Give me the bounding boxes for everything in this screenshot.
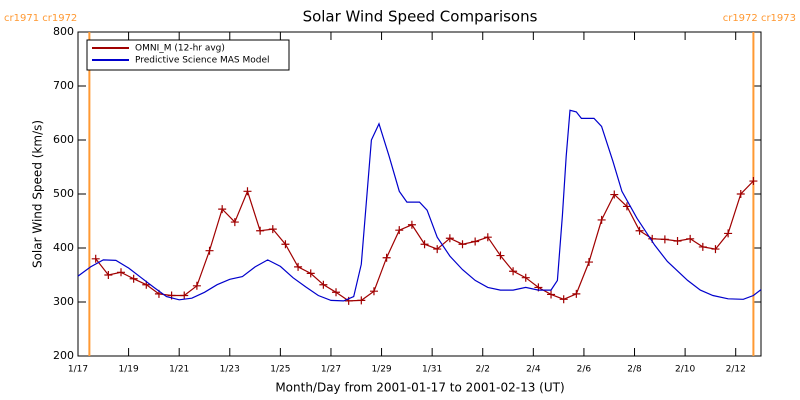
x-axis-label: Month/Day from 2001-01-17 to 2001-02-13 …: [275, 381, 564, 395]
x-tick-label: 2/4: [526, 365, 541, 375]
x-tick-label: 1/27: [321, 365, 341, 375]
point-marker: [91, 254, 100, 263]
carrington-label: cr1972 cr1973: [723, 13, 796, 24]
point-marker: [458, 240, 467, 249]
point-marker: [433, 245, 442, 254]
point-marker: [294, 262, 303, 271]
x-tick-label: 1/31: [422, 365, 442, 375]
point-marker: [610, 190, 619, 199]
point-marker: [698, 242, 707, 251]
carrington-label: cr1971 cr1972: [4, 13, 77, 24]
point-marker: [673, 236, 682, 245]
point-marker: [736, 190, 745, 198]
point-marker: [395, 226, 404, 235]
point-marker: [686, 234, 695, 243]
y-tick-label: 600: [53, 133, 74, 146]
point-marker: [724, 229, 733, 238]
x-tick-label: 1/21: [169, 365, 189, 375]
y-tick-label: 800: [53, 25, 74, 38]
point-marker: [230, 218, 239, 227]
point-marker: [319, 280, 328, 289]
y-tick-label: 400: [53, 241, 74, 254]
point-marker: [597, 215, 606, 224]
x-tick-label: 2/8: [627, 365, 642, 375]
x-tick-label: 2/12: [726, 365, 746, 375]
point-marker: [483, 233, 492, 242]
point-marker: [635, 226, 644, 235]
x-tick-label: 2/10: [675, 365, 695, 375]
x-tick-label: 1/23: [220, 365, 240, 375]
point-marker: [117, 268, 126, 277]
y-tick-label: 500: [53, 187, 74, 200]
legend-label: OMNI_M (12-hr avg): [135, 44, 225, 54]
point-marker: [192, 281, 201, 290]
point-marker: [332, 288, 341, 297]
x-tick-label: 1/29: [371, 365, 391, 375]
point-marker: [471, 237, 480, 246]
point-marker: [243, 187, 252, 196]
y-tick-label: 700: [53, 79, 74, 92]
x-tick-label: 1/17: [68, 365, 88, 375]
point-marker: [622, 202, 631, 211]
legend-label: Predictive Science MAS Model: [135, 56, 270, 66]
point-marker: [306, 269, 315, 278]
point-marker: [268, 225, 277, 234]
x-tick-label: 1/19: [118, 365, 138, 375]
point-marker: [711, 245, 720, 254]
point-marker: [180, 291, 189, 300]
x-tick-label: 2/6: [577, 365, 592, 375]
point-marker: [205, 246, 214, 255]
point-marker: [357, 296, 366, 305]
series-line: [77, 109, 762, 302]
point-marker: [584, 258, 593, 267]
point-marker: [407, 220, 416, 229]
x-tick-label: 2/2: [475, 365, 489, 375]
point-marker: [445, 234, 454, 243]
point-marker: [572, 289, 581, 298]
y-tick-label: 200: [53, 349, 74, 362]
point-marker: [281, 240, 290, 249]
point-marker: [749, 177, 758, 186]
point-marker: [104, 271, 113, 279]
point-marker: [369, 287, 378, 296]
point-marker: [256, 226, 265, 235]
point-marker: [509, 267, 518, 276]
legend-box: [86, 39, 290, 71]
point-marker: [547, 290, 556, 299]
point-marker: [382, 253, 391, 262]
point-marker: [521, 273, 530, 282]
point-marker: [496, 251, 505, 260]
point-marker: [420, 240, 429, 249]
y-tick-label: 300: [53, 295, 74, 308]
chart-title: Solar Wind Speed Comparisons: [303, 8, 538, 26]
point-marker: [559, 295, 568, 304]
point-marker: [660, 235, 669, 244]
y-axis-label: Solar Wind Speed (km/s): [31, 120, 45, 268]
point-marker: [129, 274, 138, 283]
x-tick-label: 1/25: [270, 365, 290, 375]
point-marker: [218, 205, 227, 214]
